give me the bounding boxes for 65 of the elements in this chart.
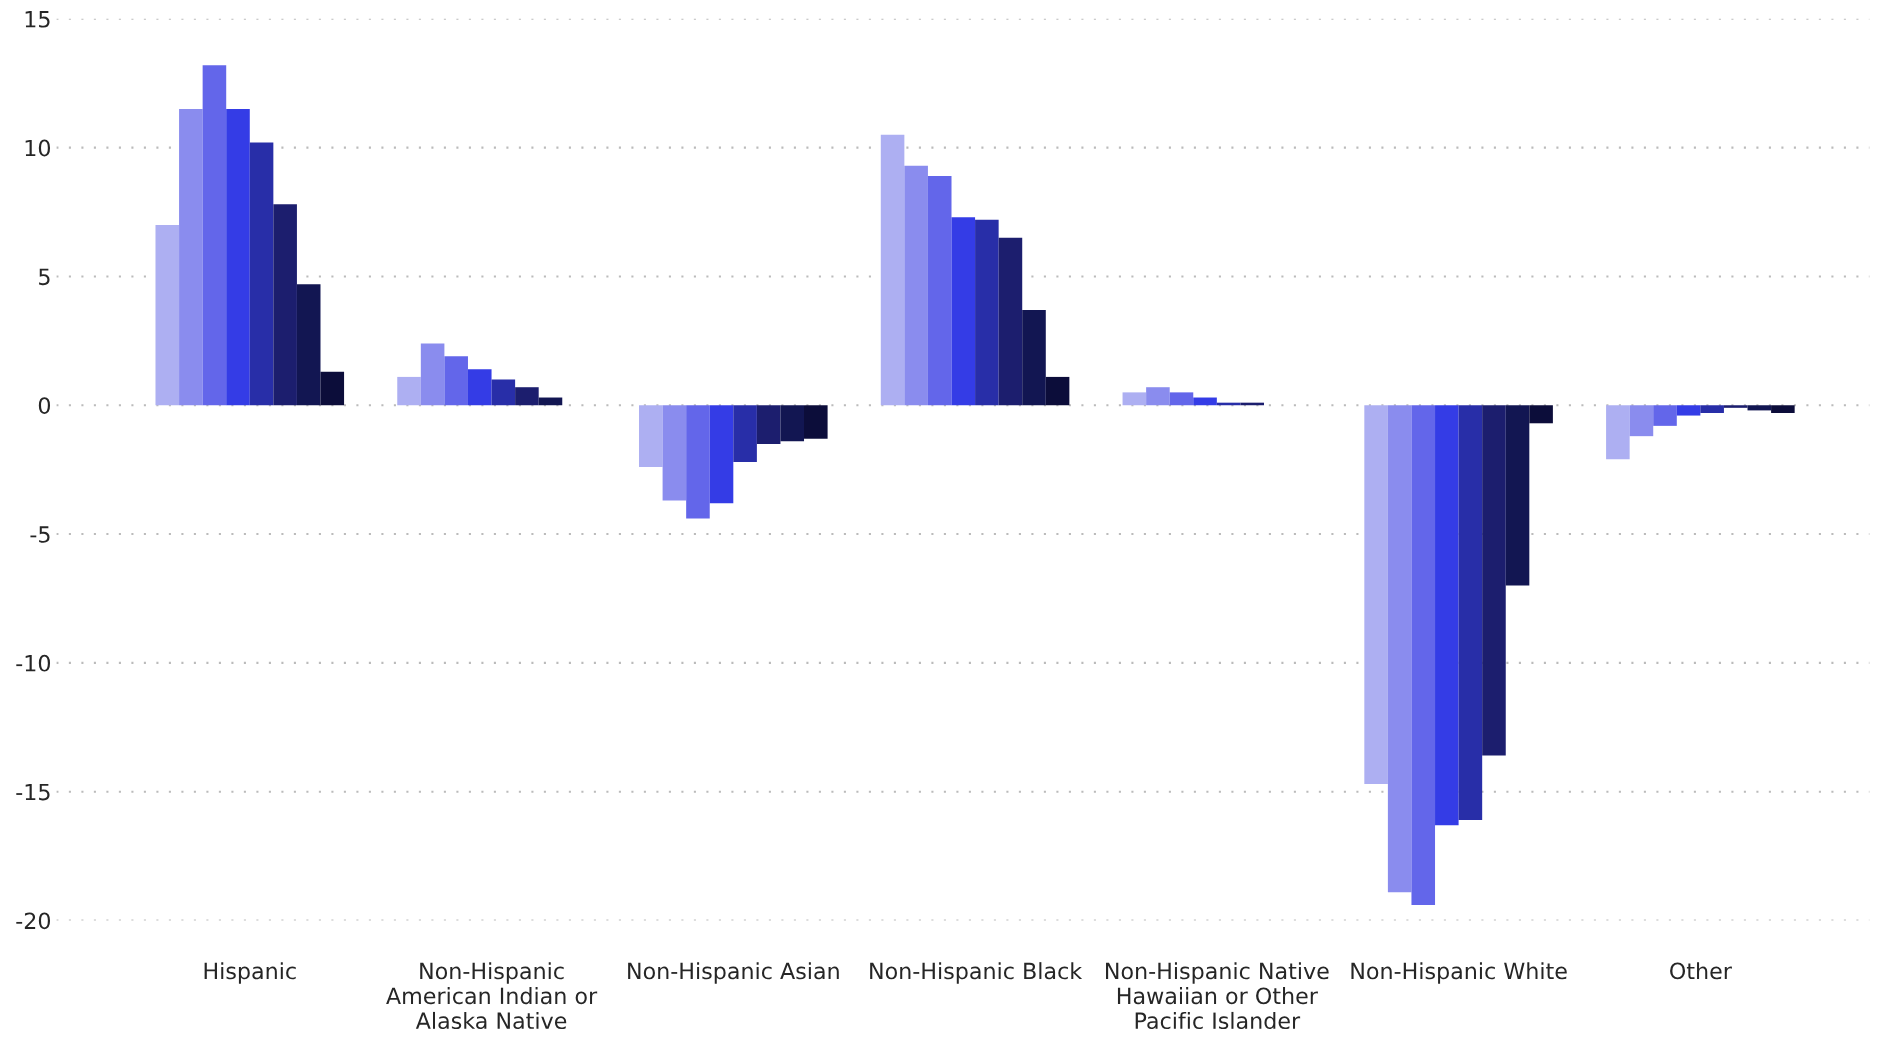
- bar: [202, 65, 227, 406]
- y-tick-label: 15: [25, 11, 50, 28]
- bar: [880, 134, 905, 406]
- bar: [1529, 405, 1553, 424]
- y-tick-label: -10: [16, 654, 51, 672]
- bar: [998, 237, 1023, 406]
- bar: [491, 379, 516, 406]
- bar: [1723, 405, 1748, 408]
- bar: [444, 356, 468, 406]
- bar: [320, 371, 345, 406]
- bar: [1653, 405, 1677, 426]
- bar: [1122, 392, 1147, 406]
- bar: [1435, 405, 1459, 826]
- bar: [1458, 405, 1483, 821]
- bar: [804, 405, 828, 439]
- y-tick-label: -20: [16, 912, 51, 930]
- bar: [756, 405, 781, 444]
- bar: [951, 217, 976, 406]
- bar: [1505, 405, 1530, 586]
- bar: [1193, 397, 1217, 406]
- x-tick-label: Non-Hispanic American Indian or Alaska Native: [386, 962, 598, 1030]
- bar: [709, 405, 734, 504]
- bar: [975, 219, 999, 406]
- bar: [1676, 405, 1701, 416]
- bar: [686, 405, 710, 519]
- bar: [733, 405, 757, 462]
- x-tick-label: Non-Hispanic White: [1351, 962, 1567, 984]
- bar: [1146, 387, 1170, 406]
- y-tick-label: 10: [25, 139, 51, 157]
- bar: [226, 108, 250, 406]
- bar: [515, 387, 539, 406]
- y-tick-label: -5: [30, 526, 50, 543]
- y-tick-label: 0: [38, 397, 51, 415]
- bar: [662, 405, 687, 501]
- bar: [904, 165, 928, 406]
- bar: [1045, 376, 1070, 406]
- bar: [1387, 405, 1412, 893]
- bar: [1747, 405, 1772, 411]
- bar: [639, 405, 663, 468]
- bar: [467, 369, 492, 406]
- bar: [1169, 392, 1194, 406]
- x-tick-label: Hispanic: [204, 962, 296, 984]
- bar: [273, 204, 297, 406]
- y-tick-label: 5: [39, 268, 50, 286]
- bar: [155, 224, 180, 406]
- bar: [397, 376, 421, 406]
- x-tick-label: Non-Hispanic Native Hawaiian or Other Pacific Islander: [1106, 962, 1329, 1030]
- x-tick-label: Non-Hispanic Black: [870, 962, 1083, 984]
- x-tick-label: Non-Hispanic Asian: [628, 962, 839, 984]
- bar: [1606, 405, 1630, 460]
- bar: [179, 108, 203, 406]
- x-tick-label: Other: [1670, 962, 1732, 980]
- bar: [249, 142, 274, 406]
- bar: [927, 175, 952, 406]
- bar: [1022, 309, 1046, 406]
- y-tick-label: -15: [16, 783, 50, 801]
- bar: [780, 405, 805, 442]
- bar: [1364, 405, 1388, 784]
- bar: [1700, 405, 1724, 413]
- bar: [1629, 405, 1654, 437]
- bar: [1411, 405, 1436, 906]
- bar: [1482, 405, 1506, 756]
- bar: [1771, 405, 1795, 413]
- bar: [420, 343, 445, 406]
- bar: [296, 284, 321, 406]
